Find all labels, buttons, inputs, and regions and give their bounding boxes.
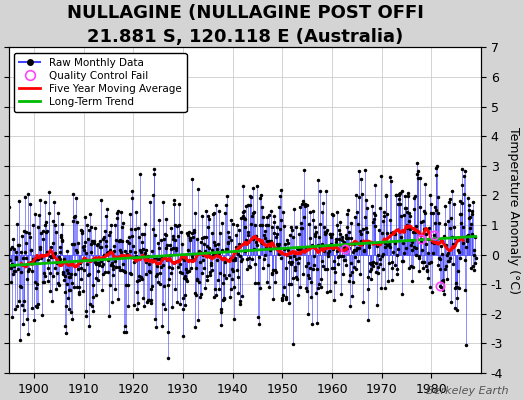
Title: NULLAGINE (NULLAGINE POST OFFI
21.881 S, 120.118 E (Australia): NULLAGINE (NULLAGINE POST OFFI 21.881 S,… bbox=[67, 4, 423, 46]
Text: Berkeley Earth: Berkeley Earth bbox=[426, 386, 508, 396]
Legend: Raw Monthly Data, Quality Control Fail, Five Year Moving Average, Long-Term Tren: Raw Monthly Data, Quality Control Fail, … bbox=[14, 52, 187, 112]
Y-axis label: Temperature Anomaly (°C): Temperature Anomaly (°C) bbox=[507, 127, 520, 294]
